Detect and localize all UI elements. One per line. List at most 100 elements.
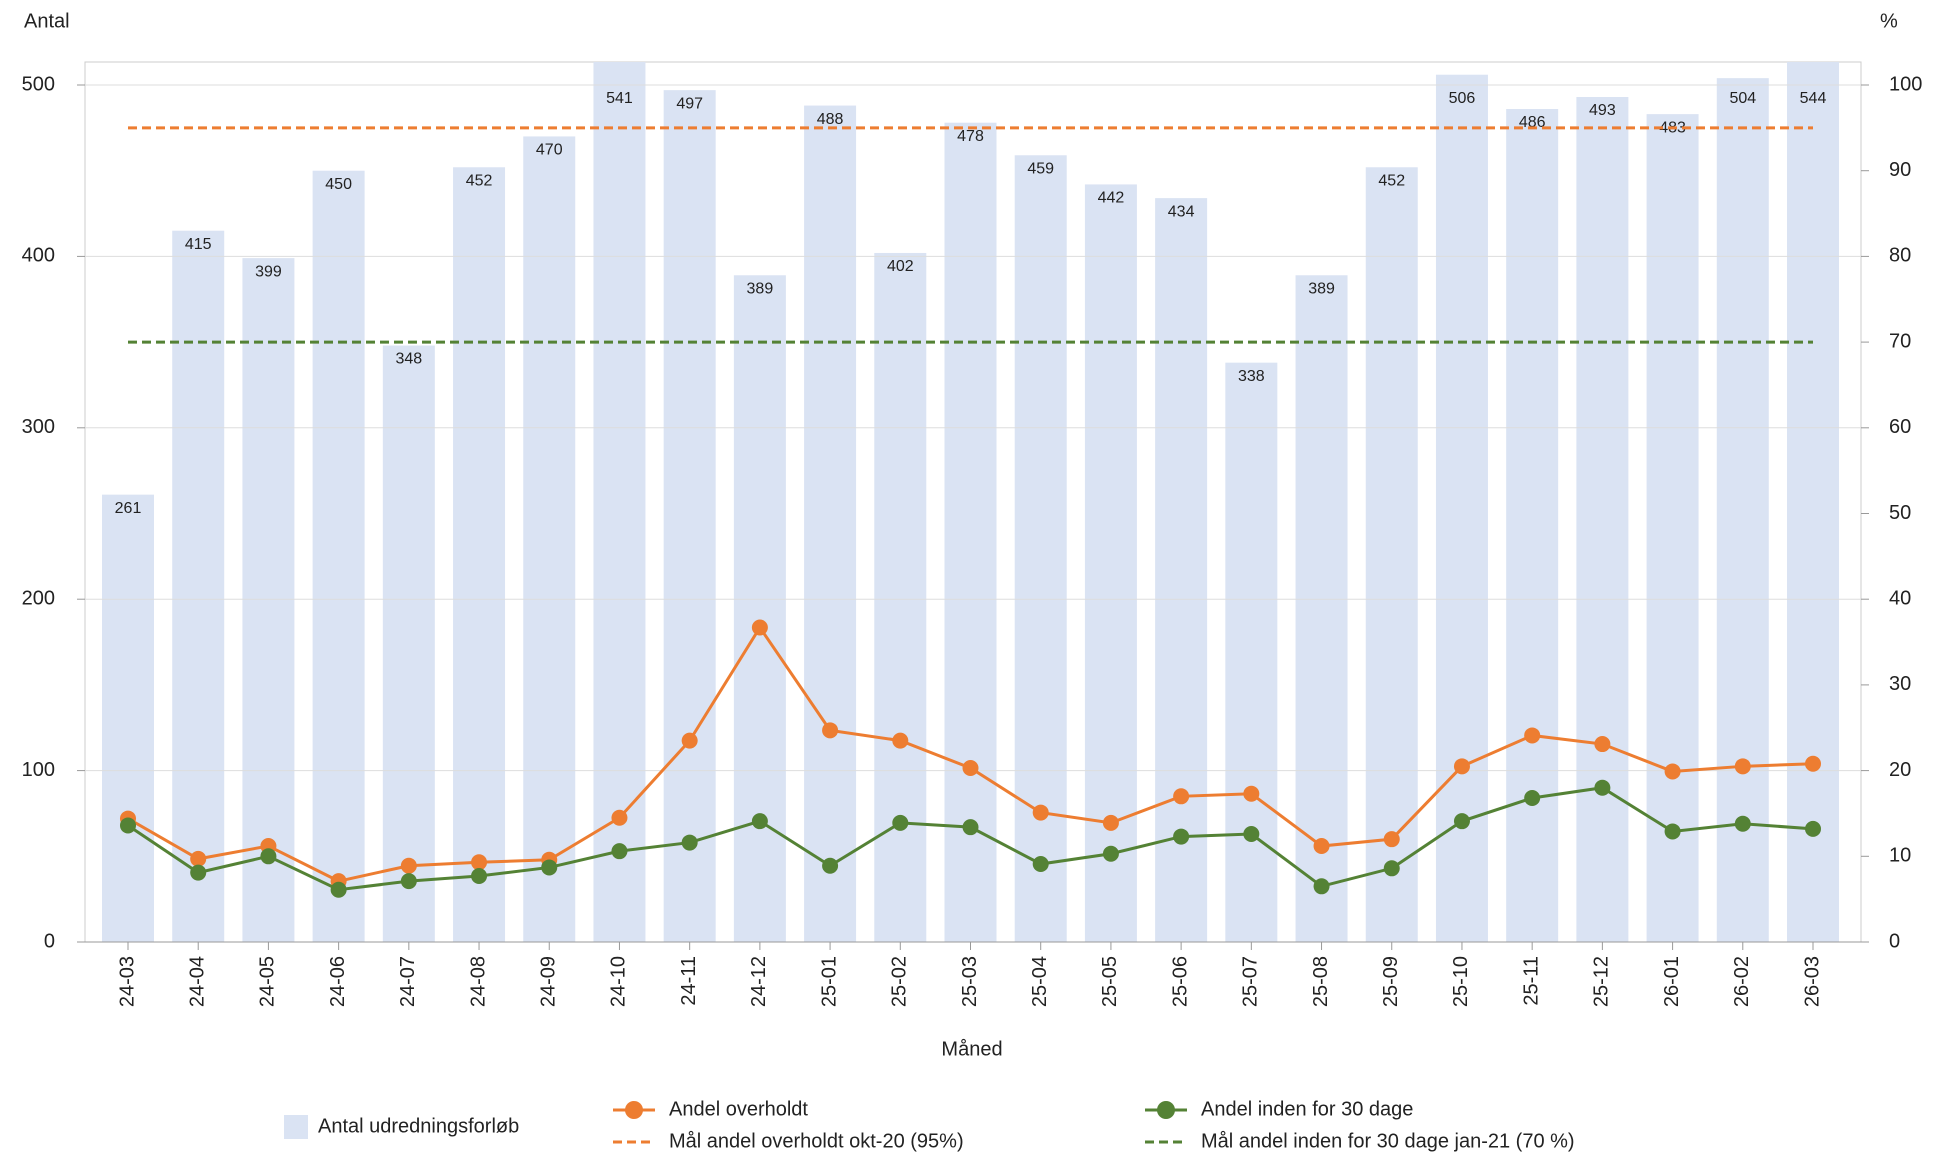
point bbox=[1594, 779, 1611, 796]
point bbox=[1243, 785, 1260, 802]
y2-tick-label: 10 bbox=[1889, 845, 1911, 867]
bar bbox=[453, 167, 506, 942]
value-label: 470 bbox=[536, 142, 563, 159]
x-tick-label: 24-04 bbox=[186, 956, 208, 1007]
y2-tick-label: 40 bbox=[1889, 587, 1911, 609]
legend-label: Mål andel inden for 30 dage jan-21 (70 %… bbox=[1201, 1130, 1575, 1152]
y2-tick-label: 80 bbox=[1889, 245, 1911, 267]
point bbox=[1734, 815, 1751, 832]
value-label: 504 bbox=[1729, 90, 1756, 107]
point bbox=[260, 848, 277, 865]
x-tick-label: 24-11 bbox=[678, 956, 700, 1006]
bar bbox=[382, 345, 435, 942]
x-tick-label: 24-10 bbox=[608, 956, 630, 1007]
x-tick-label: 25-10 bbox=[1450, 956, 1472, 1007]
point bbox=[822, 722, 839, 739]
value-label: 544 bbox=[1800, 90, 1827, 107]
point bbox=[892, 732, 909, 749]
bar bbox=[1435, 74, 1488, 942]
point bbox=[1383, 831, 1400, 848]
point bbox=[611, 809, 628, 826]
x-tick-label: 25-02 bbox=[889, 956, 911, 1007]
point bbox=[1032, 856, 1049, 873]
value-label: 450 bbox=[325, 176, 352, 193]
point bbox=[1102, 845, 1119, 862]
bar bbox=[172, 230, 225, 942]
point bbox=[1383, 860, 1400, 877]
x-tick-label: 24-05 bbox=[257, 956, 279, 1007]
x-axis-label: Måned bbox=[941, 1038, 1002, 1060]
y-axis-label: Antal bbox=[24, 10, 70, 32]
point bbox=[120, 817, 136, 834]
value-label: 399 bbox=[255, 263, 282, 280]
point bbox=[1243, 826, 1260, 843]
point bbox=[1524, 727, 1541, 744]
point bbox=[1453, 813, 1470, 830]
x-tick-label: 24-06 bbox=[327, 956, 349, 1007]
y2-tick-label: 70 bbox=[1889, 330, 1911, 352]
point bbox=[962, 819, 979, 836]
point bbox=[892, 814, 909, 831]
x-tick-label: 25-07 bbox=[1240, 956, 1262, 1007]
bar bbox=[1365, 167, 1418, 942]
x-tick-label: 25-06 bbox=[1169, 956, 1191, 1007]
x-tick-label: 25-05 bbox=[1099, 956, 1121, 1007]
point bbox=[471, 854, 488, 871]
y2-tick-label: 0 bbox=[1889, 930, 1900, 952]
x-tick-label: 24-07 bbox=[397, 956, 419, 1007]
point bbox=[1173, 828, 1190, 845]
x-tick-label: 25-03 bbox=[959, 956, 981, 1007]
point bbox=[751, 619, 768, 636]
bar bbox=[1155, 198, 1208, 942]
x-tick-label: 26-03 bbox=[1801, 956, 1823, 1007]
legend-label: Andel inden for 30 dage bbox=[1201, 1098, 1413, 1120]
bar bbox=[523, 136, 576, 942]
value-label: 541 bbox=[606, 90, 633, 107]
x-tick-label: 24-08 bbox=[467, 956, 489, 1007]
point bbox=[681, 834, 698, 851]
legend-label: Andel overholdt bbox=[669, 1098, 808, 1120]
point bbox=[1664, 763, 1681, 780]
point bbox=[400, 857, 417, 874]
x-tick-label: 25-04 bbox=[1029, 956, 1051, 1007]
x-tick-label: 26-02 bbox=[1731, 956, 1753, 1007]
y2-tick-label: 50 bbox=[1889, 502, 1911, 524]
point bbox=[1664, 823, 1681, 840]
bar bbox=[1506, 108, 1559, 942]
value-label: 338 bbox=[1238, 368, 1265, 385]
value-label: 488 bbox=[817, 111, 844, 128]
point bbox=[471, 868, 488, 885]
value-label: 402 bbox=[887, 258, 914, 275]
y2-tick-label: 30 bbox=[1889, 673, 1911, 695]
bar bbox=[102, 494, 154, 942]
y2-tick-label: 90 bbox=[1889, 159, 1911, 181]
x-tick-label: 24-03 bbox=[116, 956, 138, 1007]
legend-label: Antal udredningsforløb bbox=[318, 1115, 519, 1137]
point bbox=[1032, 804, 1049, 821]
bar bbox=[663, 90, 716, 942]
y2-tick-label: 20 bbox=[1889, 759, 1911, 781]
bar bbox=[1716, 78, 1769, 942]
value-label: 506 bbox=[1449, 90, 1476, 107]
point bbox=[1453, 758, 1470, 775]
value-label: 389 bbox=[747, 280, 774, 297]
point bbox=[681, 732, 698, 749]
bar bbox=[1576, 96, 1629, 942]
bar bbox=[1646, 114, 1699, 942]
point bbox=[611, 843, 628, 860]
point bbox=[1313, 878, 1330, 895]
bar bbox=[1787, 62, 1839, 942]
x-tick-label: 24-12 bbox=[748, 956, 770, 1007]
y-tick-label: 200 bbox=[22, 587, 55, 609]
bar bbox=[1295, 275, 1348, 942]
y-tick-label: 500 bbox=[22, 73, 55, 95]
value-label: 434 bbox=[1168, 203, 1195, 220]
bar bbox=[874, 252, 927, 942]
legend-label: Mål andel overholdt okt-20 (95%) bbox=[669, 1130, 964, 1152]
point bbox=[1734, 758, 1751, 775]
bar bbox=[593, 62, 646, 942]
point bbox=[751, 813, 768, 830]
bar-group bbox=[102, 62, 1839, 942]
y2-tick-label: 100 bbox=[1889, 73, 1922, 95]
